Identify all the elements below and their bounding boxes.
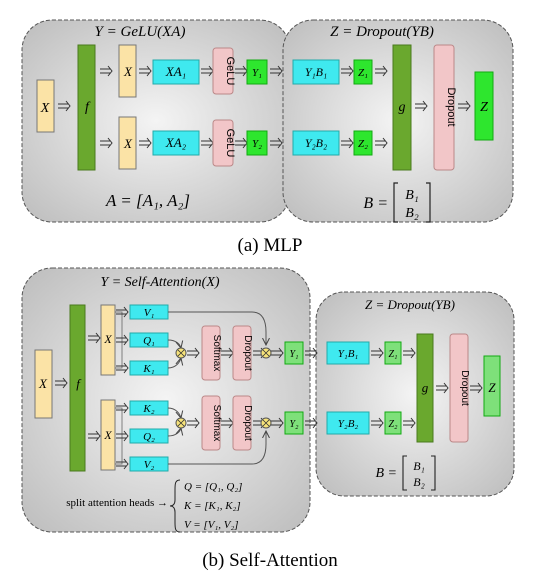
mlp-y1b1: Y₁B₁ [305,65,327,79]
attn-z2: Z₂ [388,419,398,430]
mlp-row2-x-box [118,116,137,170]
attn-y1b1: Y₁B₁ [338,348,359,360]
attn-g-box [416,333,434,443]
attn-right-title: Z = Dropout(YB) [365,297,455,312]
mlp-gelu2-box [212,119,234,167]
attn-softmax2: Softmax [211,405,222,442]
mlp-diagram: Y = GeLU(XA) Z = Dropout(YB) X f X XA₁ G… [21,19,514,256]
attn-y2-box [284,411,304,435]
mlp-left-title: Y = GeLU(XA) [95,24,186,40]
attn-y1-box [284,341,304,365]
mlp-matrix-bracket-right [426,182,431,223]
mlp-y2b2-box [292,130,340,156]
attn-k1: K₁ [142,363,154,375]
mlp-z1-box [353,59,373,85]
attn-matrix-bracket-left [402,455,407,491]
mlp-gelu1-box [212,47,234,95]
mlp-xa1-box [152,59,200,85]
attn-input-x-box [34,349,53,419]
attn-formula-b-top: B₁ [413,459,425,473]
mlp-y1: Y₁ [252,67,262,79]
mlp-z-label: Z [480,100,488,115]
attn-z1-box [384,341,402,365]
attn-formula-b-lhs: B = [376,466,398,481]
attn-q2: Q₂ [143,431,155,443]
attn-z-box [483,355,501,417]
attn-g-label: g [422,380,429,395]
mlp-y2-box [246,130,268,156]
attn-y1b1-box [326,341,370,365]
mlp-formula-b-top: B₁ [405,188,418,203]
mlp-row1-x: X [123,64,133,79]
mlp-y1-box [246,59,268,85]
attn-dropout: Dropout [459,370,470,406]
attn-y1: Y₁ [289,349,298,360]
attn-softmax1: Softmax [211,335,222,372]
mlp-y1b1-box [292,59,340,85]
mlp-caption: (a) MLP [238,235,303,256]
mlp-y2: Y₂ [252,138,262,150]
mlp-input-x: X [40,101,50,116]
attn-q1: Q₁ [143,335,155,347]
attn-dropout2: Dropout [242,405,253,441]
attn-z-label: Z [488,380,496,395]
mlp-gelu1: GeLU [224,57,236,86]
mlp-gelu2: GeLU [224,129,236,158]
mlp-f-label: f [85,100,91,115]
attn-head1-x-box [100,304,116,376]
attn-head2-x: X [103,428,112,442]
attn-split-q: Q = [Q₁, Q₂] [184,481,242,493]
attention-diagram: Y = Self-Attention(X) Z = Dropout(YB) X … [21,267,515,571]
mlp-formula-b-bottom: B₂ [405,206,419,221]
mlp-z2-box [353,130,373,156]
mlp-y2b2: Y₂B₂ [305,136,327,150]
mlp-row1-x-box [118,44,137,98]
attn-head1-x: X [103,332,112,346]
attn-softmax1-box [201,325,221,381]
attn-formula-b-bottom: B₂ [413,475,425,489]
attn-y2b2-box [326,411,370,435]
mlp-row2-x: X [123,136,133,151]
attn-f-box [69,304,86,472]
attn-matrix-bracket-right [431,455,436,491]
attn-left-title: Y = Self-Attention(X) [100,275,219,290]
mlp-xa2: XA₂ [165,135,187,150]
attn-dropout2-box [232,395,252,451]
mlp-z-box [474,71,494,141]
attn-caption: (b) Self-Attention [202,550,338,571]
mlp-g-box [392,44,412,171]
attn-y2b2: Y₂B₂ [338,418,359,430]
attn-split-k: K = [K₁, K₂] [183,500,241,512]
mlp-formula-a: A = [A₁, A₂] [105,191,190,210]
mlp-xa2-box [152,130,200,156]
mlp-right-title: Z = Dropout(YB) [330,24,434,40]
mlp-xa1: XA₁ [165,64,186,79]
mlp-z2: Z₂ [358,138,368,150]
mlp-g-label: g [399,100,406,115]
mlp-f-box [77,44,96,171]
attn-head2-x-box [100,399,116,471]
mlp-dropout: Dropout [445,87,457,126]
attn-input-x: X [38,376,48,391]
attn-f-label: f [76,376,82,391]
mlp-formula-b-lhs: B = [363,195,388,212]
attn-softmax2-box [201,395,221,451]
attn-v2: V₂ [144,459,155,471]
mlp-dropout-box [433,44,455,171]
attn-split-brace [169,479,181,533]
attn-v1: V₁ [144,307,155,319]
attn-dropout1-box [232,325,252,381]
attn-z2-box [384,411,402,435]
attn-y2: Y₂ [289,419,299,430]
attn-k2: K₂ [142,403,154,415]
mlp-matrix-bracket-left [393,182,398,223]
mlp-z1: Z₁ [358,67,368,79]
attn-dropout-box [449,333,469,443]
attn-dropout1: Dropout [242,335,253,371]
attn-z1: Z₁ [388,349,397,360]
attn-split-v: V = [V₁, V₂] [184,519,239,531]
mlp-input-x-box [36,79,55,133]
attn-split-label: split attention heads → [66,497,168,509]
